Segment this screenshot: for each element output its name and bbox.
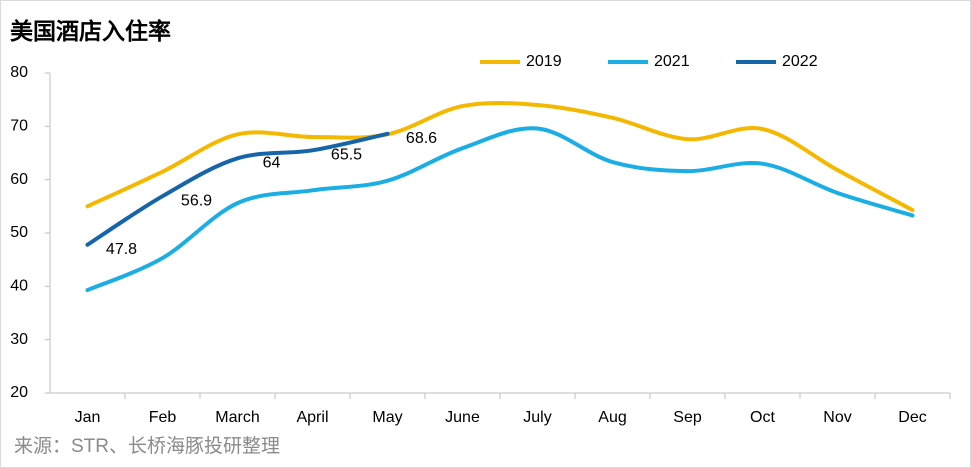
x-tick-label: Nov — [823, 409, 851, 426]
data-label: 65.5 — [331, 147, 362, 164]
source-note: 来源：STR、长桥海豚投研整理 — [14, 435, 280, 457]
x-tick-label: June — [445, 409, 480, 426]
legend-label: 2022 — [782, 53, 818, 70]
series-line — [85, 126, 915, 293]
y-tick-label: 20 — [10, 384, 28, 401]
x-tick-label: Oct — [750, 409, 775, 426]
legend-label: 2021 — [654, 53, 690, 70]
x-tick-label: May — [372, 409, 402, 426]
x-tick-label: Feb — [149, 409, 177, 426]
y-tick-label: 30 — [10, 331, 28, 348]
x-tick-label: Sep — [673, 409, 702, 426]
x-tick-label: July — [523, 409, 551, 426]
y-tick-label: 50 — [10, 224, 28, 241]
data-label: 64 — [263, 155, 281, 172]
y-tick-label: 60 — [10, 171, 28, 188]
x-tick-label: Jan — [75, 409, 101, 426]
x-tick-label: Aug — [598, 409, 626, 426]
y-tick-label: 40 — [10, 278, 28, 295]
series-line — [85, 131, 390, 247]
data-label: 56.9 — [181, 192, 212, 209]
data-label: 68.6 — [406, 130, 437, 147]
series-line — [85, 100, 915, 213]
x-tick-label: March — [215, 409, 259, 426]
data-label: 47.8 — [106, 241, 137, 258]
y-tick-label: 80 — [10, 64, 28, 81]
legend-label: 2019 — [526, 53, 562, 70]
chart-title: 美国酒店入住率 — [10, 18, 171, 44]
y-tick-label: 70 — [10, 118, 28, 135]
x-tick-label: April — [296, 409, 328, 426]
x-tick-label: Dec — [898, 409, 926, 426]
